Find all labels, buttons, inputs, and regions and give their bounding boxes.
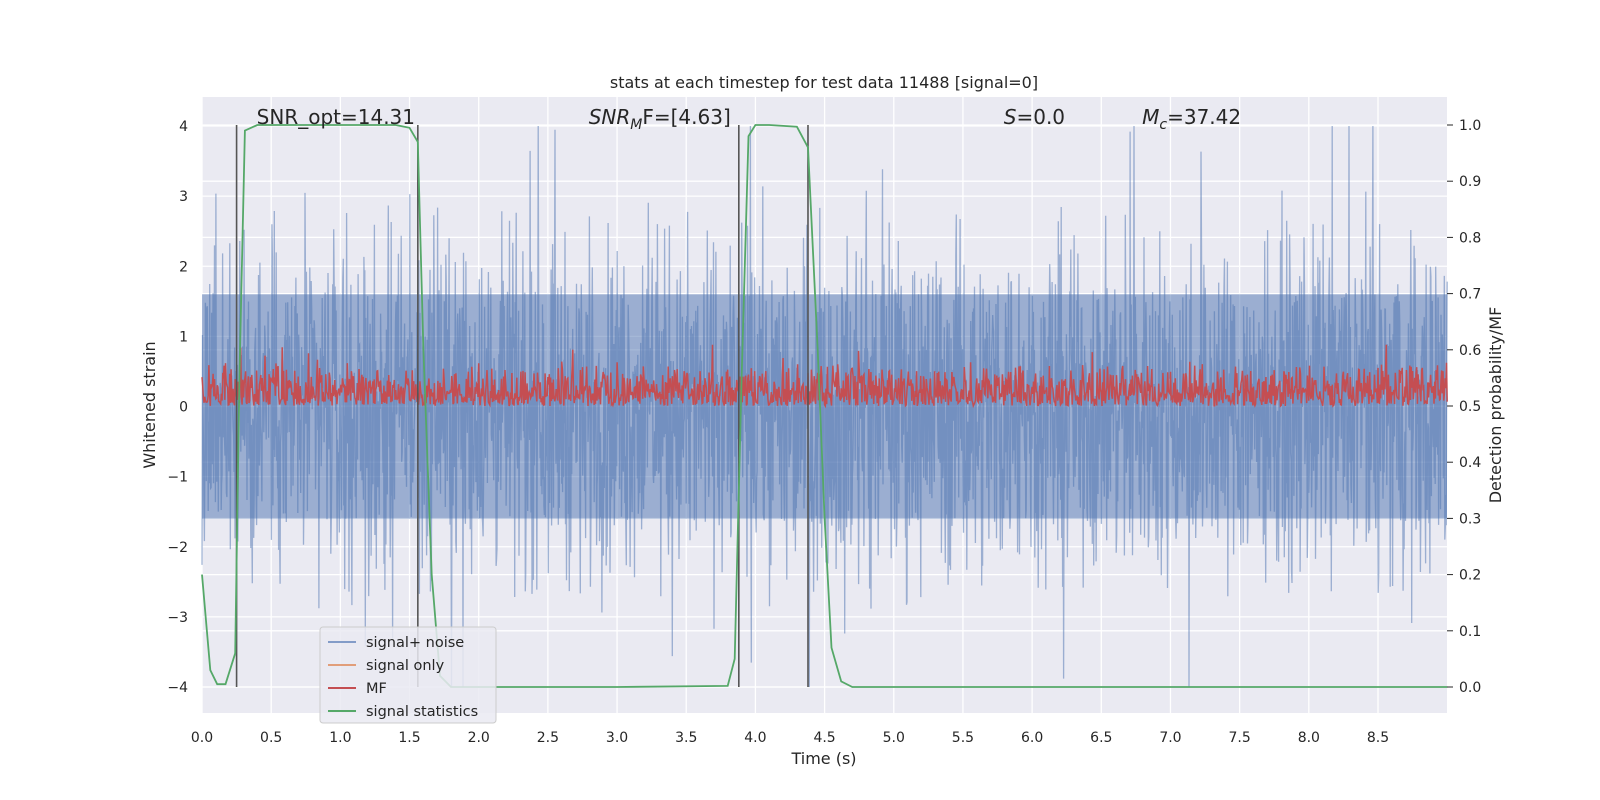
annotation-text: S=0.0 [1004, 105, 1065, 129]
x-tick-label: 3.5 [675, 730, 697, 746]
x-tick-label: 7.5 [1229, 730, 1251, 746]
x-tick-label: 8.5 [1367, 730, 1389, 746]
x-tick-label: 6.0 [1021, 730, 1043, 746]
y2-axis-label: Detection probability/MF [1486, 307, 1505, 504]
x-tick-label: 7.0 [1159, 730, 1181, 746]
y2-tick-label: 0.8 [1459, 230, 1481, 246]
y2-tick-label: 0.2 [1459, 568, 1481, 584]
y2-tick-label: 0.6 [1459, 343, 1481, 359]
y-tick-label: −1 [167, 470, 188, 486]
x-tick-label: 2.5 [537, 730, 559, 746]
y-tick-label: 3 [179, 189, 188, 205]
x-tick-label: 2.0 [468, 730, 490, 746]
x-tick-label: 8.0 [1298, 730, 1320, 746]
chart-title: stats at each timestep for test data 114… [610, 73, 1038, 92]
legend-label: signal+ noise [366, 635, 464, 651]
x-tick-label: 4.5 [813, 730, 835, 746]
y-tick-label: 0 [179, 400, 188, 416]
x-tick-label: 4.0 [744, 730, 766, 746]
x-axis-ticks: 0.0 0.5 1.0 1.5 2.0 2.5 3.0 3.5 4.0 4.5 5.0 5.5 6.0 6… [191, 730, 1389, 746]
series-mf [201, 344, 1448, 409]
y-tick-label: 4 [179, 119, 188, 135]
y-tick-label: 1 [179, 329, 188, 345]
y2-tick-label: 0.0 [1459, 680, 1481, 696]
annotation-text: SNR_opt=14.31 [257, 105, 415, 129]
legend: signal+ noise signal only MF signal statist… [319, 626, 497, 724]
mf-line [201, 344, 1448, 409]
y-tick-label: −3 [167, 610, 188, 626]
signal-noise-band [202, 294, 1447, 519]
y-tick-label: −4 [167, 680, 188, 696]
y-tick-label: 2 [179, 259, 188, 275]
y-tick-label: −2 [167, 540, 188, 556]
x-axis-label: Time (s) [790, 749, 856, 768]
y2-tick-label: 0.7 [1459, 287, 1481, 303]
y2-tick-label: 0.1 [1459, 624, 1481, 640]
y2-axis-ticks: 0.0 0.1 0.2 0.3 0.4 0.5 0.6 0.7 0.8 0.9 1.0 [1447, 118, 1481, 696]
annotation-text: SNRMF=[4.63] [589, 105, 731, 133]
y2-tick-label: 0.9 [1459, 174, 1481, 190]
y2-tick-label: 0.5 [1459, 399, 1481, 415]
x-tick-label: 1.0 [329, 730, 351, 746]
y2-tick-label: 0.3 [1459, 511, 1481, 527]
y-axis-label: Whitened strain [140, 341, 159, 468]
x-tick-label: 0.5 [260, 730, 282, 746]
x-tick-label: 6.5 [1090, 730, 1112, 746]
annotation-text: Mc=37.42 [1142, 105, 1241, 133]
y2-tick-label: 0.4 [1459, 455, 1481, 471]
x-tick-label: 1.5 [398, 730, 420, 746]
y2-tick-label: 1.0 [1459, 118, 1481, 134]
legend-label: signal only [366, 658, 445, 674]
x-tick-label: 5.0 [883, 730, 905, 746]
legend-box [319, 626, 497, 724]
x-tick-label: 3.0 [606, 730, 628, 746]
series-signal-noise [201, 125, 1448, 688]
y-axis-ticks: −4 −3 −2 −1 0 1 2 3 4 [167, 119, 188, 696]
x-tick-label: 0.0 [191, 730, 213, 746]
legend-label: MF [366, 681, 387, 697]
annotations: SNR_opt=14.31 SNRMF=[4.63] S=0.0 Mc=37.42 [257, 105, 1241, 133]
x-tick-label: 5.5 [952, 730, 974, 746]
legend-label: signal statistics [366, 704, 478, 720]
